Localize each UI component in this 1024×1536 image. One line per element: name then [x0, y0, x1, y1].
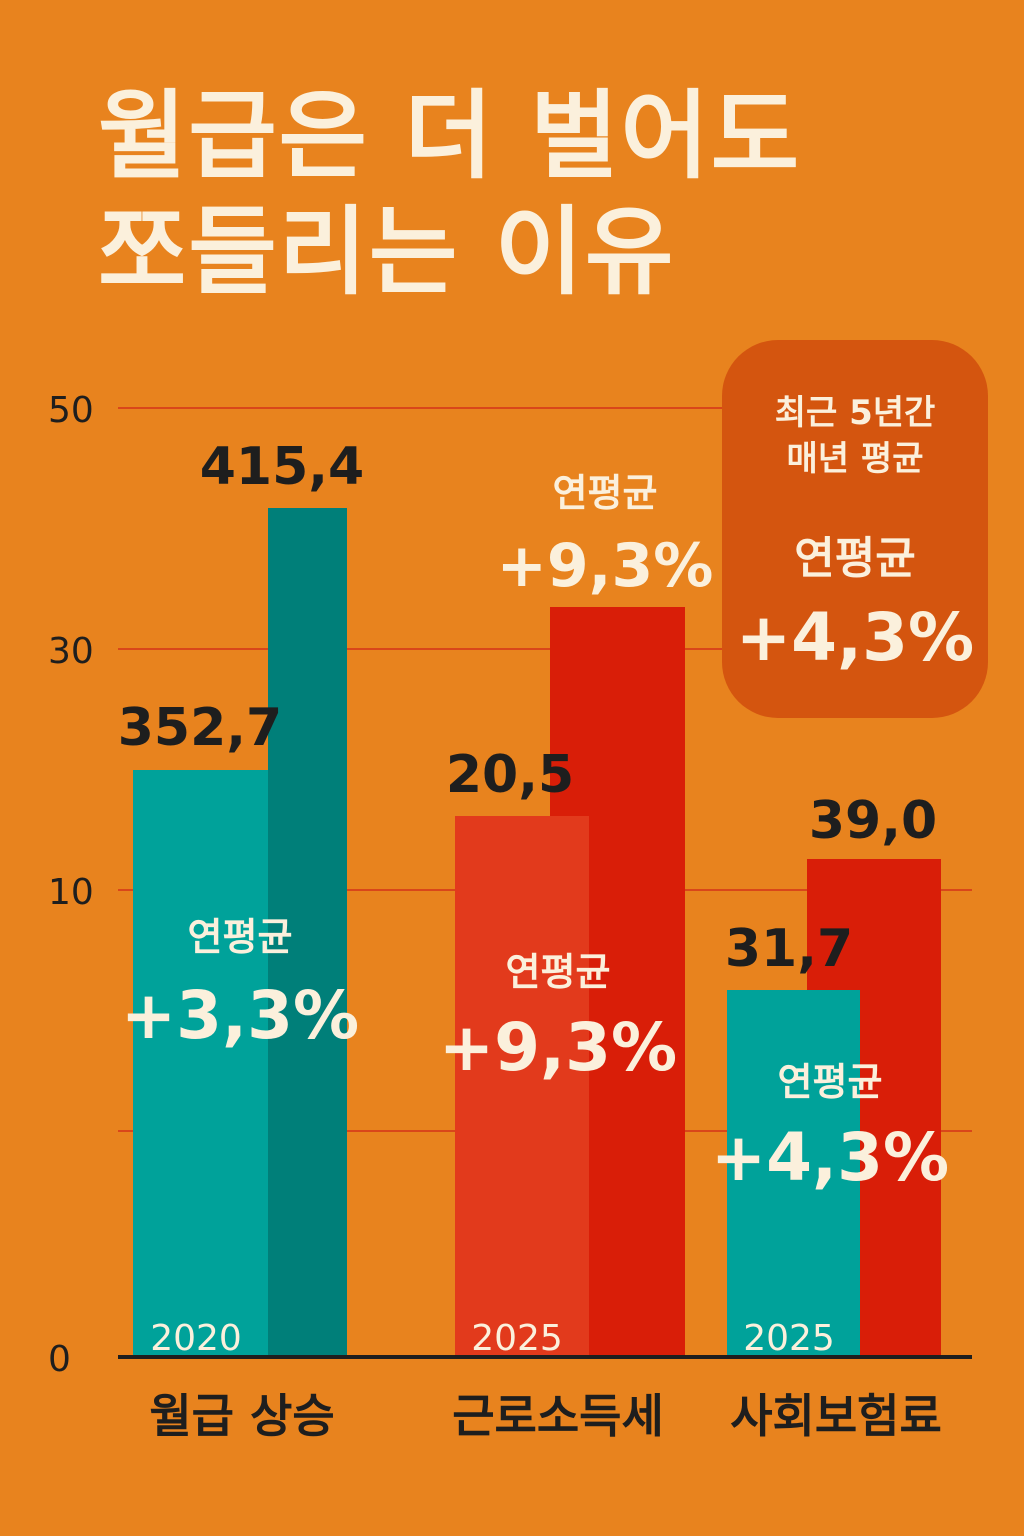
- title-line-1: 월급은 더 벌어도: [98, 80, 802, 192]
- avg-label: 연평균: [778, 1060, 883, 1104]
- data-label: 20,5: [446, 745, 574, 805]
- avg-rate: +3,3%: [121, 977, 359, 1054]
- callout-rate: +4,3%: [735, 599, 975, 676]
- y-tick-label: 30: [48, 631, 94, 672]
- bar-2025: [268, 508, 347, 1357]
- avg-rate: +4,3%: [711, 1119, 949, 1196]
- average-callout: 최근 5년간 매년 평균 연평균 +4,3%: [722, 340, 988, 718]
- callout-line-2: 매년 평균: [786, 439, 924, 479]
- callout-label: 연평균: [794, 533, 916, 584]
- chart-title: 월급은 더 벌어도 쪼들리는 이유: [98, 78, 801, 310]
- avg-rate: +9,3%: [439, 1009, 677, 1086]
- x-category-label: 근로소득세: [452, 1389, 664, 1443]
- title-line-2: 쪼들리는 이유: [98, 196, 676, 308]
- x-category-label: 월급 상승: [149, 1389, 334, 1443]
- bar-2020: [133, 770, 268, 1357]
- data-label: 415,4: [200, 437, 364, 497]
- y-tick-label: 0: [48, 1339, 71, 1380]
- avg-label-top: 연평균: [553, 471, 658, 515]
- y-tick-label: 50: [48, 390, 94, 431]
- callout-line-1: 최근 5년간: [774, 393, 936, 433]
- avg-label: 연평균: [188, 915, 293, 959]
- y-tick-label: 10: [48, 872, 94, 913]
- bar-2020: [455, 816, 589, 1357]
- data-label: 31,7: [725, 919, 853, 979]
- avg-rate-top: +9,3%: [497, 531, 714, 601]
- bar-2020: [727, 990, 860, 1357]
- data-label: 352,7: [118, 698, 282, 758]
- year-label: 2020: [150, 1318, 242, 1359]
- x-category-label: 사회보험료: [730, 1389, 942, 1443]
- year-label: 2025: [471, 1318, 563, 1359]
- avg-label: 연평균: [506, 950, 611, 994]
- data-label: 39,0: [809, 791, 937, 851]
- year-label: 2025: [743, 1318, 835, 1359]
